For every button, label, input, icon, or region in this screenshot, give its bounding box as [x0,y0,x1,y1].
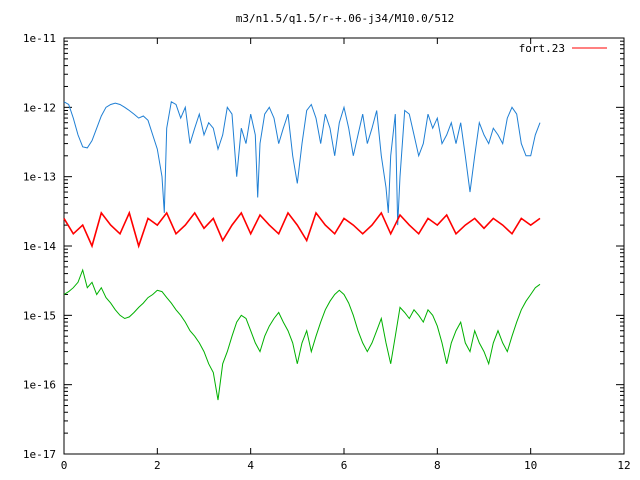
x-axis-ticks: 0 2 4 6 8 10 12 [61,38,631,472]
series-line-series-0 [63,101,541,226]
x-tick-label: 12 [617,459,630,472]
legend-label-fort-23: fort.23 [519,42,565,55]
x-tick-label: 6 [341,459,348,472]
y-tick-label: 1e-17 [23,448,56,461]
x-tick-label: 10 [524,459,537,472]
series-line-series-2 [63,268,541,401]
series-layer [63,101,541,401]
series-line-fort-23 [63,210,541,249]
y-tick-label: 1e-16 [23,379,56,392]
x-tick-label: 8 [434,459,441,472]
x-tick-label: 0 [61,459,68,472]
x-tick-label: 2 [154,459,161,472]
chart-title: m3/n1.5/q1.5/r-+.06-j34/M10.0/512 [236,12,455,25]
plot-frame [63,37,625,455]
x-tick-label: 4 [247,459,254,472]
y-tick-label: 1e-14 [23,240,56,253]
y-tick-label: 1e-11 [23,32,56,45]
y-tick-label: 1e-12 [23,101,56,114]
y-axis-ticks: 1e-17 1e-16 1e-15 1e-14 1e-13 1e-12 1e-11 [23,32,624,461]
y-tick-label: 1e-15 [23,309,56,322]
y-tick-label: 1e-13 [23,171,56,184]
legend: fort.23 [519,42,607,55]
